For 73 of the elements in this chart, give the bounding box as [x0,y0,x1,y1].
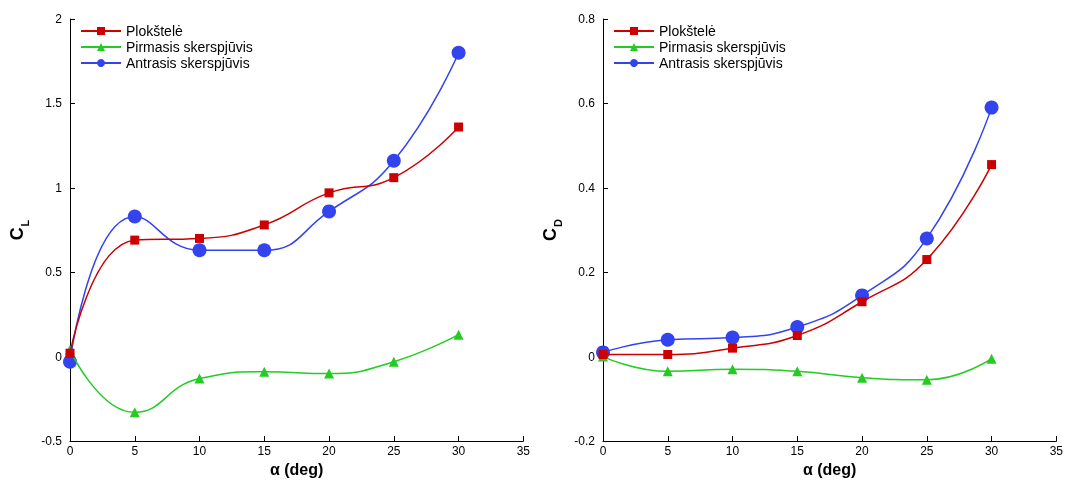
y-tick-label: 0.2 [578,265,596,280]
point [919,231,934,246]
point [127,209,142,224]
point [728,343,738,353]
point [857,372,868,383]
point [922,255,932,265]
point [386,153,401,168]
legend-label: Plokštelė [126,23,184,39]
point [663,349,673,359]
y-axis-title: CD [540,218,564,241]
y-tick-label: 0.4 [578,180,596,195]
y-tick-label: -0.2 [574,434,596,448]
x-tick-label: 10 [725,444,740,458]
x-tick-label: 15 [257,444,272,458]
point [792,331,802,340]
point [451,45,466,60]
point [984,100,999,115]
y-tick-label: 1 [55,180,63,195]
point [454,122,464,132]
point [792,366,803,377]
point [389,173,399,183]
point [192,243,207,258]
point [857,297,867,307]
point [259,220,269,230]
point [130,235,140,245]
point [921,374,932,385]
x-tick-label: 30 [984,444,999,458]
x-tick-label: 20 [855,444,870,458]
point [727,364,738,375]
point [194,373,205,384]
y-tick-label: 2 [55,12,63,26]
x-tick-label: 35 [516,444,531,458]
point [324,368,335,379]
x-tick-label: 25 [387,444,401,458]
point [986,353,997,364]
legend-label: Pirmasis skerspjūvis [659,39,786,55]
point [65,348,75,358]
x-tick-label: 5 [664,444,672,458]
point [324,188,334,198]
point [662,366,673,377]
legend-label: Pirmasis skerspjūvis [126,39,253,55]
point [725,330,740,345]
y-tick-label: 0.6 [578,96,596,111]
y-tick-label: 1.5 [45,96,63,111]
point [257,243,272,258]
y-tick-label: -0.5 [41,434,63,448]
y-tick-label: 0 [55,349,63,364]
legend-label: Antrasis skerspjūvis [659,55,783,71]
x-tick-label: 0 [599,444,607,458]
legend-label: Antrasis skerspjūvis [126,55,250,71]
x-axis-title: α (deg) [802,461,857,479]
x-tick-label: 30 [451,444,466,458]
point [453,329,464,340]
y-tick-label: 0.8 [578,12,596,26]
point [660,332,675,347]
point [195,233,205,243]
point [987,160,997,170]
x-tick-label: 35 [1049,444,1064,458]
x-axis-title: α (deg) [269,461,324,479]
x-tick-label: 25 [920,444,934,458]
y-tick-label: 0.5 [45,265,63,280]
point [322,204,337,219]
legend-label: Plokštelė [659,23,717,39]
x-tick-label: 0 [66,444,74,458]
x-tick-label: 20 [322,444,337,458]
y-tick-label: 0 [588,349,596,364]
point [129,407,140,418]
x-tick-label: 5 [131,444,139,458]
point [259,366,270,377]
y-axis-title: CL [7,219,31,241]
x-tick-label: 10 [192,444,207,458]
point [388,356,399,367]
x-tick-label: 15 [790,444,805,458]
